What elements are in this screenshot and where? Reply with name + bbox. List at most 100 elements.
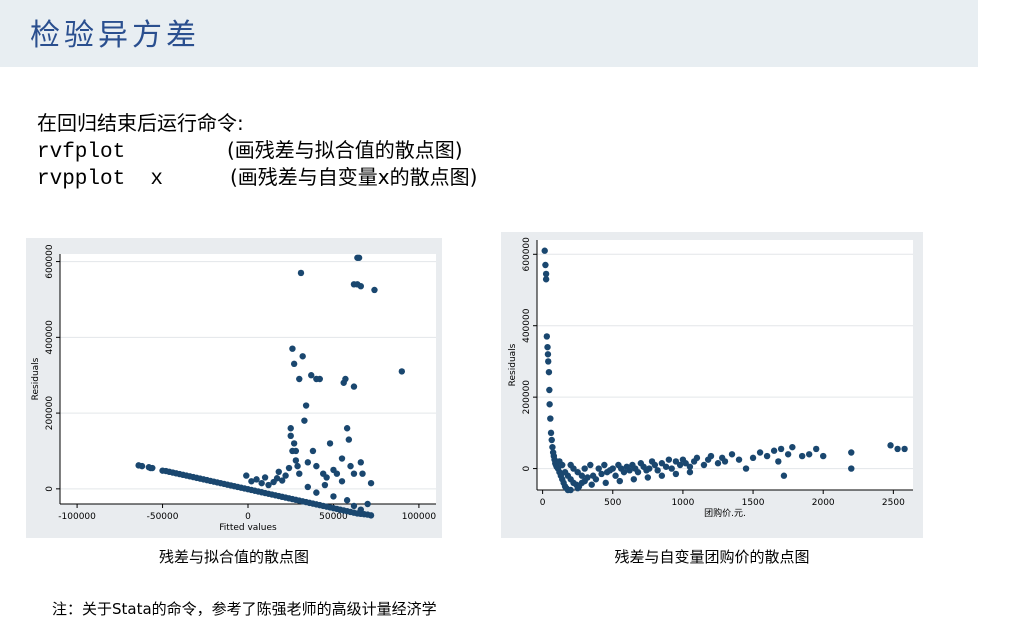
data-point bbox=[542, 261, 549, 269]
data-point bbox=[658, 460, 666, 467]
command-rvpplot: rvpplot x bbox=[37, 168, 164, 191]
data-point bbox=[616, 477, 623, 485]
data-point bbox=[350, 502, 358, 510]
x-tick-label: 2000 bbox=[812, 498, 835, 508]
y-tick-label: 200000 bbox=[45, 396, 55, 431]
data-point bbox=[287, 432, 294, 440]
data-point bbox=[545, 358, 552, 365]
data-point bbox=[780, 472, 788, 479]
data-point bbox=[301, 417, 308, 424]
y-tick-label: 600000 bbox=[45, 244, 55, 279]
plot-area bbox=[60, 254, 436, 504]
data-point bbox=[721, 458, 729, 465]
data-point bbox=[292, 447, 300, 455]
data-point bbox=[672, 458, 680, 465]
data-point bbox=[567, 486, 574, 494]
data-point bbox=[323, 474, 330, 481]
data-point bbox=[248, 478, 255, 485]
data-point bbox=[894, 445, 901, 453]
data-point bbox=[626, 467, 633, 474]
x-tick-label: 100000 bbox=[402, 512, 437, 522]
data-point bbox=[763, 452, 771, 460]
data-point bbox=[347, 462, 354, 470]
data-point bbox=[265, 481, 272, 489]
footer-note: 注：关于Stata的命令，参考了陈强老师的高级计量经济学 bbox=[52, 600, 437, 618]
data-point bbox=[316, 375, 323, 383]
data-point bbox=[321, 481, 329, 489]
data-point bbox=[304, 483, 312, 491]
data-point bbox=[609, 465, 616, 472]
data-point bbox=[546, 401, 553, 408]
data-point bbox=[700, 461, 708, 469]
data-point bbox=[682, 460, 689, 467]
x-tick-label: -50000 bbox=[147, 512, 179, 522]
title-bar: 检验异方差 bbox=[0, 0, 978, 67]
data-point bbox=[359, 470, 366, 477]
data-point bbox=[587, 461, 594, 469]
data-point bbox=[547, 429, 555, 437]
data-point bbox=[138, 462, 146, 470]
data-point bbox=[714, 460, 722, 467]
data-point bbox=[620, 468, 628, 476]
caption-right: 残差与自变量团购价的散点图 bbox=[614, 548, 810, 566]
data-point bbox=[578, 472, 586, 479]
data-point bbox=[574, 485, 581, 492]
data-point bbox=[545, 368, 553, 376]
data-point bbox=[258, 479, 265, 487]
command-rvpplot-desc: (画残差与自变量x的散点图) bbox=[230, 165, 478, 189]
data-point bbox=[601, 461, 608, 469]
plot-area bbox=[537, 240, 913, 490]
intro-line: 在回归结束后运行命令: bbox=[37, 111, 244, 135]
data-point bbox=[313, 462, 320, 470]
data-point bbox=[592, 476, 600, 483]
residual-vs-fitted-chart: 0 200000 400000 600000 -100000 -50000 0 50000 10… bbox=[26, 238, 442, 538]
data-point bbox=[289, 345, 296, 352]
data-point bbox=[728, 451, 736, 458]
data-point bbox=[777, 445, 785, 453]
data-point bbox=[672, 470, 680, 478]
data-point bbox=[742, 465, 750, 472]
body-text: 在回归结束后运行命令: rvfplot (画残差与拟合值的散点图) rvpplo… bbox=[37, 110, 477, 191]
data-point bbox=[784, 451, 792, 458]
data-point bbox=[848, 449, 855, 456]
data-point bbox=[333, 470, 341, 477]
command-row-1: rvfplot (画残差与拟合值的散点图) bbox=[37, 137, 463, 164]
data-point bbox=[820, 452, 827, 460]
caption-left: 残差与拟合值的散点图 bbox=[158, 548, 309, 566]
data-point bbox=[542, 276, 550, 283]
x-tick-label: 0 bbox=[540, 498, 546, 508]
data-point bbox=[287, 425, 294, 432]
data-point bbox=[584, 474, 591, 481]
data-point bbox=[662, 463, 670, 470]
data-point bbox=[275, 468, 282, 476]
data-point bbox=[345, 436, 353, 443]
residual-vs-price-svg: 0 200000 400000 600000 0 500 1000 1500 2000 2500 团… bbox=[508, 237, 913, 519]
data-point bbox=[654, 467, 661, 474]
data-point bbox=[595, 465, 602, 472]
data-point bbox=[848, 465, 855, 472]
data-point bbox=[273, 475, 281, 482]
command-row-2: rvpplot x (画残差与自变量x的散点图) bbox=[37, 164, 477, 191]
y-tick-label: 0 bbox=[522, 465, 532, 471]
data-point bbox=[749, 454, 757, 462]
x-axis-label: 团购价.元. bbox=[704, 507, 746, 519]
x-tick-label: 0 bbox=[245, 512, 251, 522]
data-point bbox=[588, 481, 595, 488]
data-point bbox=[668, 465, 675, 472]
y-tick-label: 400000 bbox=[45, 320, 55, 355]
data-point bbox=[149, 464, 156, 472]
command-rvfplot-desc: (画残差与拟合值的散点图) bbox=[227, 138, 463, 162]
data-point bbox=[574, 468, 581, 476]
data-point bbox=[309, 447, 317, 455]
data-point bbox=[756, 449, 764, 456]
data-point bbox=[544, 351, 552, 358]
data-point bbox=[901, 445, 908, 453]
residual-vs-fitted-svg: 0 200000 400000 600000 -100000 -50000 0 50000 10… bbox=[31, 244, 437, 533]
x-tick-label: 500 bbox=[604, 498, 621, 508]
data-point bbox=[789, 443, 796, 451]
data-point bbox=[598, 470, 605, 478]
data-point bbox=[544, 343, 551, 351]
data-point bbox=[302, 402, 310, 409]
data-point bbox=[290, 440, 298, 447]
y-tick-label: 400000 bbox=[522, 308, 532, 343]
